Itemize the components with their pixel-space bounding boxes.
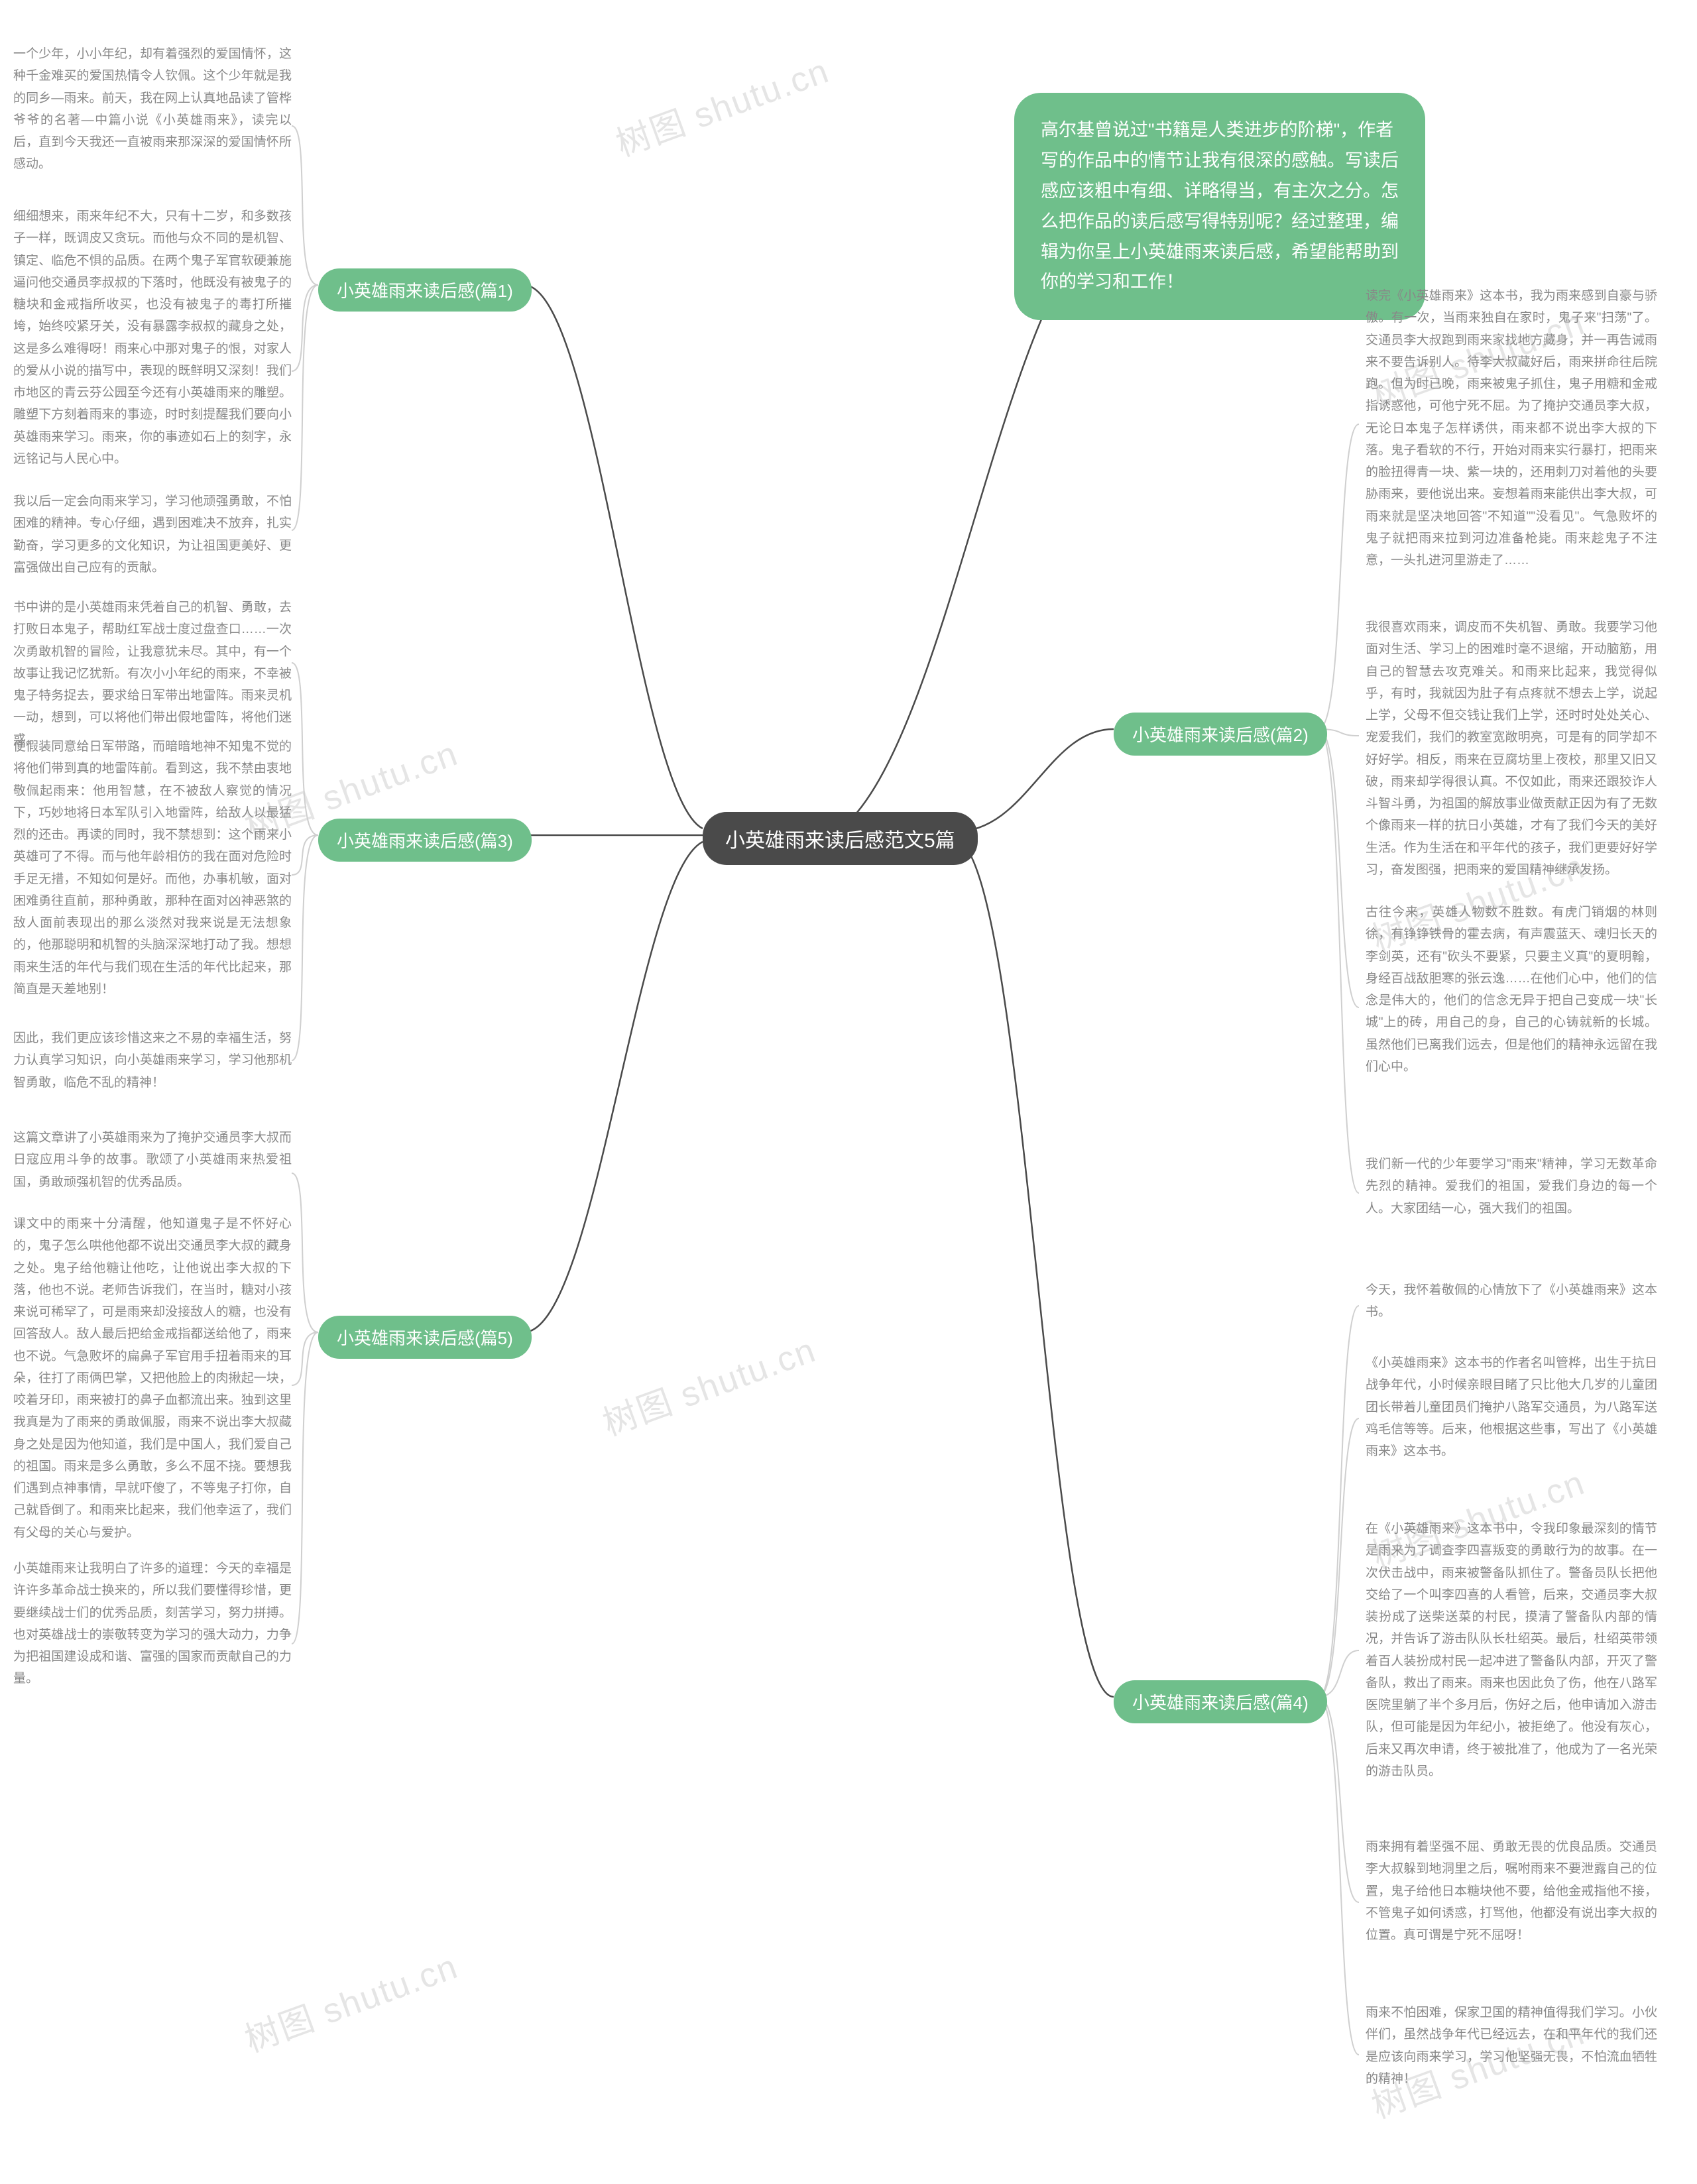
leaf-s4-1: 《小英雄雨来》这本书的作者名叫管桦，出生于抗日战争年代，小时候亲眼目睹了只比他大… [1366, 1352, 1657, 1462]
leaf-s5-0: 这篇文章讲了小英雄雨来为了掩护交通员李大叔而日寇应用斗争的故事。歌颂了小英雄雨来… [13, 1127, 292, 1193]
leaf-s4-0: 今天，我怀着敬佩的心情放下了《小英雄雨来》这本书。 [1366, 1279, 1657, 1324]
leaf-s2-0: 读完《小英雄雨来》这本书，我为雨来感到自豪与骄傲。有一次，当雨来独自在家时，鬼子… [1366, 285, 1657, 571]
center-node: 小英雄雨来读后感范文5篇 [703, 812, 978, 865]
intro-bubble: 高尔基曾说过"书籍是人类进步的阶梯"，作者写的作品中的情节让我有很深的感触。写读… [1014, 93, 1425, 320]
leaf-s3-1: 便假装同意给日军带路，而暗暗地神不知鬼不觉的将他们带到真的地雷阵前。看到这，我不… [13, 736, 292, 1000]
leaf-s1-0: 一个少年，小小年纪，却有着强烈的爱国情怀，这种千金难买的爱国热情令人钦佩。这个少… [13, 43, 292, 176]
watermark: 树图 shutu.cn [608, 43, 835, 166]
section-s5: 小英雄雨来读后感(篇5) [318, 1316, 532, 1359]
leaf-s1-1: 细细想来，雨来年纪不大，只有十二岁，和多数孩子一样，既调皮又贪玩。而他与众不同的… [13, 205, 292, 470]
leaf-s4-4: 雨来不怕困难，保家卫国的精神值得我们学习。小伙伴们，虽然战争年代已经远去，在和平… [1366, 2002, 1657, 2090]
leaf-s2-2: 古往今来，英雄人物数不胜数。有虎门销烟的林则徐，有铮铮铁骨的霍去病，有声震蓝天、… [1366, 901, 1657, 1078]
leaf-s1-2: 我以后一定会向雨来学习，学习他顽强勇敢，不怕困难的精神。专心仔细，遇到困难决不放… [13, 490, 292, 579]
leaf-s2-1: 我很喜欢雨来，调皮而不失机智、勇敢。我要学习他面对生活、学习上的困难时毫不退缩，… [1366, 616, 1657, 881]
leaf-s3-2: 因此，我们更应该珍惜这来之不易的幸福生活，努力认真学习知识，向小英雄雨来学习，学… [13, 1027, 292, 1094]
section-s2: 小英雄雨来读后感(篇2) [1114, 713, 1327, 756]
leaf-s5-1: 课文中的雨来十分清醒，他知道鬼子是不怀好心的，鬼子怎么哄他他都不说出交通员李大叔… [13, 1213, 292, 1544]
leaf-s3-0: 书中讲的是小英雄雨来凭着自己的机智、勇敢，去打败日本鬼子，帮助红军战士度过盘查口… [13, 597, 292, 751]
section-s3: 小英雄雨来读后感(篇3) [318, 819, 532, 862]
watermark: 树图 shutu.cn [237, 1939, 463, 2062]
leaf-s4-3: 雨来拥有着坚强不屈、勇敢无畏的优良品质。交通员李大叔躲到地洞里之后，嘱咐雨来不要… [1366, 1836, 1657, 1946]
section-s1: 小英雄雨来读后感(篇1) [318, 268, 532, 312]
leaf-s4-2: 在《小英雄雨来》这本书中，令我印象最深刻的情节是雨来为了调查李四喜叛变的勇敢行为… [1366, 1518, 1657, 1782]
watermark: 树图 shutu.cn [595, 1322, 821, 1446]
leaf-s5-2: 小英雄雨来让我明白了许多的道理：今天的幸福是许许多革命战士换来的，所以我们要懂得… [13, 1558, 292, 1690]
leaf-s2-3: 我们新一代的少年要学习"雨来"精神，学习无数革命先烈的精神。爱我们的祖国，爱我们… [1366, 1153, 1657, 1220]
section-s4: 小英雄雨来读后感(篇4) [1114, 1680, 1327, 1723]
